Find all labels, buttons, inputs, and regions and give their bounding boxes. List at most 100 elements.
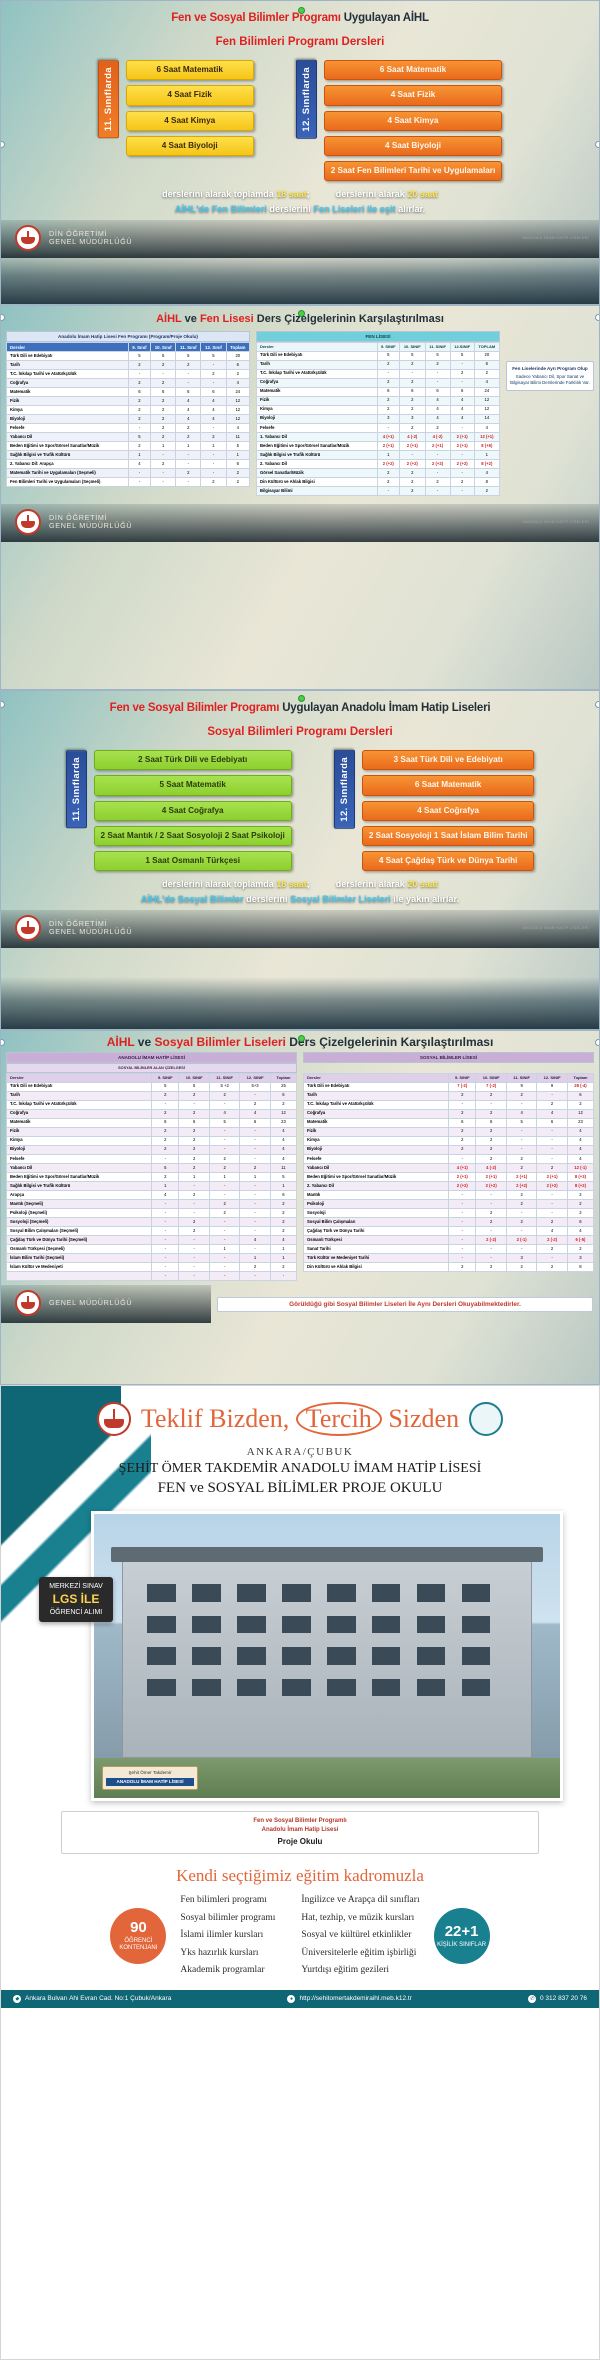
row-value: 2 xyxy=(178,1090,210,1101)
location-pin-icon: ◆ xyxy=(13,1994,21,2003)
row-label: Felsefe xyxy=(256,422,378,433)
row-value: 5 xyxy=(200,351,227,362)
row-value: 1 xyxy=(473,449,501,460)
table-row: Yabancı Dil 4 (+1) 4 (-2) 2 2 12 (-1) xyxy=(302,1162,595,1173)
row-value: 8 (+5) xyxy=(473,440,501,451)
row-value: 2 xyxy=(448,1262,477,1273)
row-label: Biyoloji xyxy=(6,414,129,425)
rotate-handle[interactable] xyxy=(298,7,305,14)
row-label: Sosyal Bilim Çalışmaları xyxy=(302,1217,450,1228)
row-value: - xyxy=(376,422,401,433)
row-value: 1 xyxy=(269,1180,298,1191)
table-row: Osmanlı Türkçesi -2 (-2) 2 (-1) 2 (-2) 6 (-5… xyxy=(302,1235,595,1246)
table-row: Sosyal Bilim Çalışmaları (Seçmeli) -2- -2 xyxy=(5,1226,298,1237)
table-row: Coğrafya 2 2- -4 xyxy=(6,378,251,389)
phone-icon: ✆ xyxy=(528,1994,536,2003)
row-value: - xyxy=(449,377,475,388)
course-box: 4 Saat Fizik xyxy=(323,85,503,106)
slide2-note-box: Fen Liselerinde Ayrı Program Olup Sadece… xyxy=(506,361,594,392)
table-row: Kimya 2 2- -4 xyxy=(302,1135,595,1146)
row-value: 2 xyxy=(178,1144,210,1155)
resize-handle-tl[interactable] xyxy=(1,1039,5,1046)
row-value: 2 xyxy=(399,467,426,479)
resize-handle-tr[interactable] xyxy=(595,701,599,708)
row-value: - xyxy=(239,1189,271,1200)
resize-handle-tl[interactable] xyxy=(1,701,5,708)
row-label: Psikoloji xyxy=(302,1198,450,1210)
row-value: - xyxy=(505,1126,538,1137)
row-label: Biyoloji xyxy=(5,1144,153,1155)
rotate-handle[interactable] xyxy=(298,695,305,702)
row-label: Sosyal Bilim Çalışmaları (Seçmeli) xyxy=(5,1226,153,1237)
row-value: 23 xyxy=(566,1117,595,1128)
row-value: - xyxy=(175,378,202,389)
row-value: 2 xyxy=(269,1207,298,1219)
row-value: 1 xyxy=(208,1171,241,1182)
slide4-right-table-wrap: SOSYAL BİLİMLER LİSESİ Dersler 9. SINIF … xyxy=(302,1052,595,1273)
slide4-left-caption-1: ANADOLU İMAM HATİP LİSESİ xyxy=(6,1052,297,1063)
course-box: 6 Saat Matematik xyxy=(323,60,503,81)
table-row: 2. Yabancı Dil 2 (+2) 2 (+2) 2 (+2) 2 (+2) 8 … xyxy=(256,458,501,469)
row-value: 4 xyxy=(269,1235,298,1246)
row-value: 3 xyxy=(376,413,401,424)
row-value: 3 xyxy=(566,1253,595,1264)
poster-city: ANKARA/ÇUBUK xyxy=(246,1446,354,1458)
feature-col-right: İngilizce ve Arapça dil sınıfları Hat, t… xyxy=(301,1892,419,1980)
row-label: Çağdaş Türk ve Dünya Tarihi (Seçmeli) xyxy=(5,1235,153,1246)
row-value: - xyxy=(448,1099,477,1110)
footer-website[interactable]: ● http://sehitomertakdemiraihl.meb.k12.t… xyxy=(287,1994,412,2003)
table-row: İslam Bilim Tarihi (Seçmeli) - - -1 1 xyxy=(5,1253,298,1264)
row-value: 1 xyxy=(149,441,177,452)
table-row: T.C. İnkılap Tarihi ve Atatürkçülük - - -2 2 xyxy=(302,1099,595,1110)
row-value: 2 (+2) xyxy=(448,1180,477,1191)
row-value: - xyxy=(208,1235,241,1246)
table-row: Tarih 2 2 2-6 xyxy=(5,1090,298,1101)
table-row: Biyoloji 2 2- -4 xyxy=(5,1144,298,1155)
table-row: 2. Yabancı Dil: Arapça 4 2- -6 xyxy=(6,459,251,470)
row-value: 2 xyxy=(149,459,177,470)
resize-handle-right[interactable] xyxy=(595,141,599,148)
row-label: Coğrafya xyxy=(256,377,378,388)
row-value: 28 (-4) xyxy=(566,1081,595,1092)
logo-right-text: ANADOLU İMAM HATİP LİSELERİ xyxy=(522,520,589,525)
row-value: 4 xyxy=(536,1108,568,1119)
row-label: Fizik xyxy=(256,395,378,406)
row-label: Kimya xyxy=(6,405,129,416)
row-value: 2 xyxy=(536,1262,568,1273)
row-value: 4 (-2) xyxy=(475,1162,507,1173)
row-label: Bilgisayar Bilimi xyxy=(256,486,378,497)
row-value: - xyxy=(505,1244,538,1255)
row-value: 4 xyxy=(473,467,501,479)
resize-handle-tr[interactable] xyxy=(595,314,599,321)
row-value: 2 xyxy=(399,476,426,488)
rotate-handle[interactable] xyxy=(298,1035,305,1042)
resize-handle-tl[interactable] xyxy=(1,314,5,321)
rotate-handle[interactable] xyxy=(298,310,305,317)
row-value: - xyxy=(239,1144,271,1155)
resize-handle-tr[interactable] xyxy=(595,1039,599,1046)
table-row: Arapça 4 2- -6 xyxy=(5,1189,298,1200)
row-value: 4 xyxy=(200,396,227,407)
row-value: 4 xyxy=(473,377,501,388)
row-value: - xyxy=(505,1226,538,1237)
sosyal-bilimler-lisesi-table-body: Türk Dili ve Edebiyatı 7 (-2) 7 (-2) 9 9 28 (… xyxy=(302,1081,595,1273)
row-value: - xyxy=(151,1235,180,1246)
row-label: 2. Yabancı Dil xyxy=(302,1180,450,1191)
fen-lisesi-table-body: Türk Dili ve Edebiyatı 5 5 5 5 20 Tarih 2 2 2-6 T.… xyxy=(256,350,501,497)
row-value: 2 xyxy=(424,422,451,433)
row-label: Matematik xyxy=(256,386,378,397)
resize-handle-left[interactable] xyxy=(1,141,5,148)
row-value: - xyxy=(376,486,401,497)
row-value: 1 xyxy=(239,1171,271,1182)
row-label: Fizik xyxy=(302,1126,450,1137)
row-value: 1 xyxy=(178,1171,210,1182)
row-value: - xyxy=(536,1144,568,1155)
row-value: - xyxy=(175,369,202,380)
row-value: 2 xyxy=(566,1198,595,1210)
row-value: 4 xyxy=(449,395,475,406)
row-value: 2 (+1) xyxy=(399,440,426,451)
school-building-photo: Şehit Ömer Takdemir ANADOLU İMAM HATİP L… xyxy=(91,1511,563,1801)
table-row: Sağlık Bilgisi ve Trafik Kültürü 1- - -1 xyxy=(6,450,251,461)
poster-slogan-circled: Tercih xyxy=(295,1402,382,1436)
building-shape xyxy=(110,1546,544,1759)
